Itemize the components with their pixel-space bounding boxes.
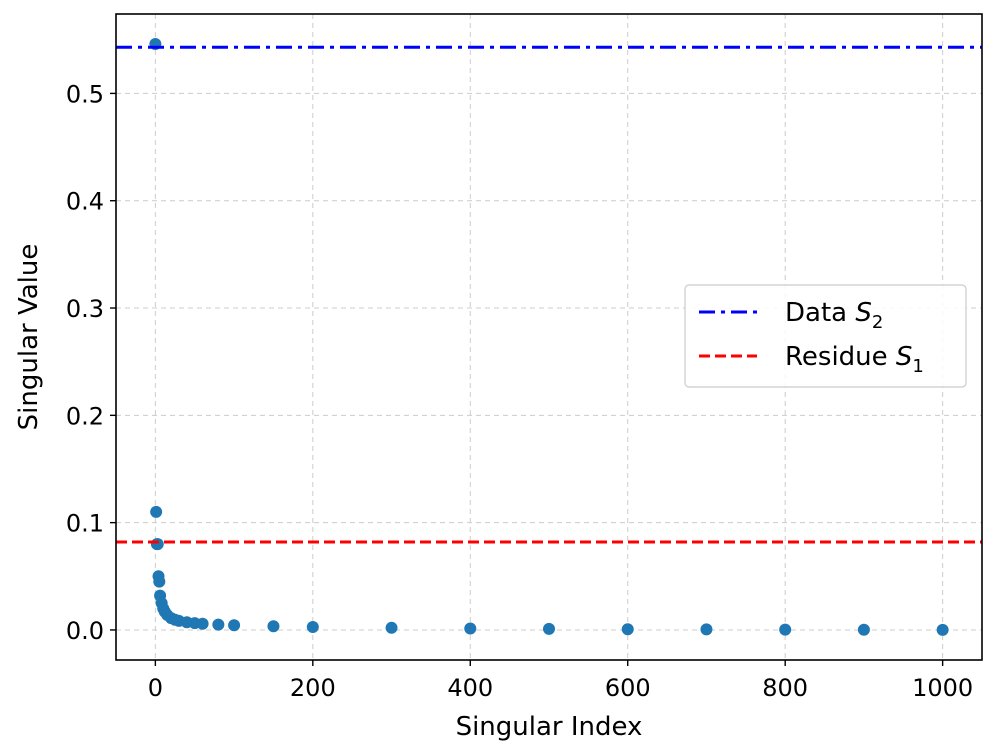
data-point [700, 623, 713, 636]
y-tick-label: 0.3 [66, 295, 104, 323]
legend-entry-label: Residue S1 [785, 342, 924, 377]
y-tick-label: 0.5 [66, 80, 104, 108]
tick-layer: 0 200 400 600 800 1000 0.0 0.1 0.2 0.3 0.4 0.5 [66, 80, 973, 702]
y-tick-label: 0.4 [66, 188, 104, 216]
data-point [151, 538, 164, 551]
x-axis-label: Singular Index [456, 712, 643, 742]
data-point [621, 623, 634, 636]
x-tick-label: 0 [148, 674, 163, 702]
x-tick-label: 600 [605, 674, 651, 702]
legend: Data S2 Residue S1 [684, 284, 967, 388]
legend-entry-label: Data S2 [785, 298, 883, 333]
y-tick-label: 0.1 [66, 510, 104, 538]
x-tick-label: 200 [290, 674, 336, 702]
data-point [212, 618, 225, 631]
data-point [150, 505, 163, 518]
y-tick-label: 0.2 [66, 402, 104, 430]
y-tick-label: 0.0 [66, 617, 104, 645]
data-point [543, 622, 555, 635]
data-point [385, 621, 398, 634]
data-point [857, 623, 870, 636]
grid-layer [116, 14, 982, 660]
data-point [267, 620, 280, 633]
data-point [196, 617, 209, 630]
x-tick-label: 800 [762, 674, 808, 702]
series-layer [116, 38, 982, 636]
data-point [464, 622, 477, 635]
data-point [153, 575, 166, 588]
x-tick-label: 1000 [912, 674, 973, 702]
plot-frame [115, 13, 983, 661]
y-axis-label: Singular Value [14, 244, 44, 431]
data-point [936, 623, 949, 636]
data-point [228, 619, 241, 632]
data-point [779, 623, 792, 636]
x-tick-label: 400 [447, 674, 493, 702]
data-point [306, 620, 319, 633]
